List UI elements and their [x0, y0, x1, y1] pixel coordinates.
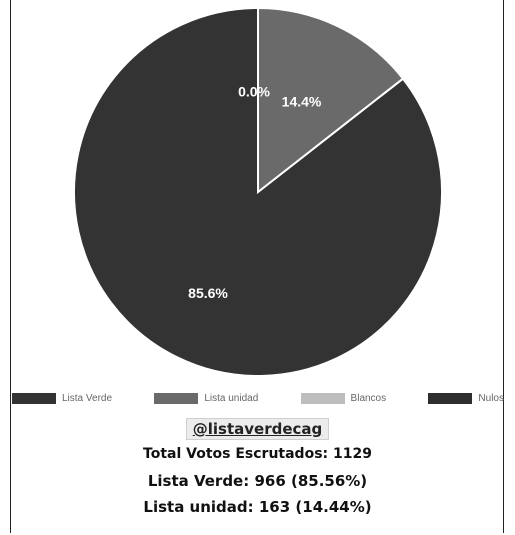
pie-slice-lista-verde[interactable] — [73, 6, 443, 377]
legend-label-lista-unidad: Lista unidad — [204, 392, 259, 404]
legend-item-lista-unidad[interactable]: Lista unidad — [154, 392, 259, 404]
legend-label-blancos: Blancos — [350, 392, 387, 404]
slice-label-lista-verde: 85.6% — [188, 285, 228, 301]
legend-swatch-nulos — [428, 392, 473, 404]
lista-unidad-result-text: Lista unidad: 163 (14.44%) — [143, 498, 372, 516]
slice-label-blancos: 0.0% — [238, 83, 270, 99]
twitter-handle-text[interactable]: @listaverdecag — [185, 418, 330, 440]
legend-swatch-blancos — [300, 392, 345, 404]
legend-item-blancos[interactable]: Blancos — [300, 392, 387, 404]
lista-verde-result-text: Lista Verde: 966 (85.56%) — [147, 472, 368, 490]
legend-swatch-lista-verde — [12, 392, 56, 404]
slice-label-lista-unidad: 14.4% — [282, 93, 322, 109]
chart-legend: Lista Verde Lista unidad Blancos Nulos — [12, 391, 504, 405]
legend-label-nulos: Nulos — [478, 392, 504, 404]
pie-slice-lista-unidad[interactable] — [257, 6, 405, 195]
legend-label-lista-verde: Lista Verde — [62, 392, 113, 404]
legend-item-nulos[interactable]: Nulos — [428, 392, 504, 404]
legend-item-lista-verde[interactable]: Lista Verde — [12, 392, 113, 404]
twitter-handle[interactable]: @listaverdecag — [0, 418, 515, 440]
pie-chart: 85.6% 14.4% 0.0% — [73, 6, 443, 377]
total-votes-text: Total Votos Escrutados: 1129 — [143, 446, 372, 462]
legend-swatch-lista-unidad — [154, 392, 199, 404]
